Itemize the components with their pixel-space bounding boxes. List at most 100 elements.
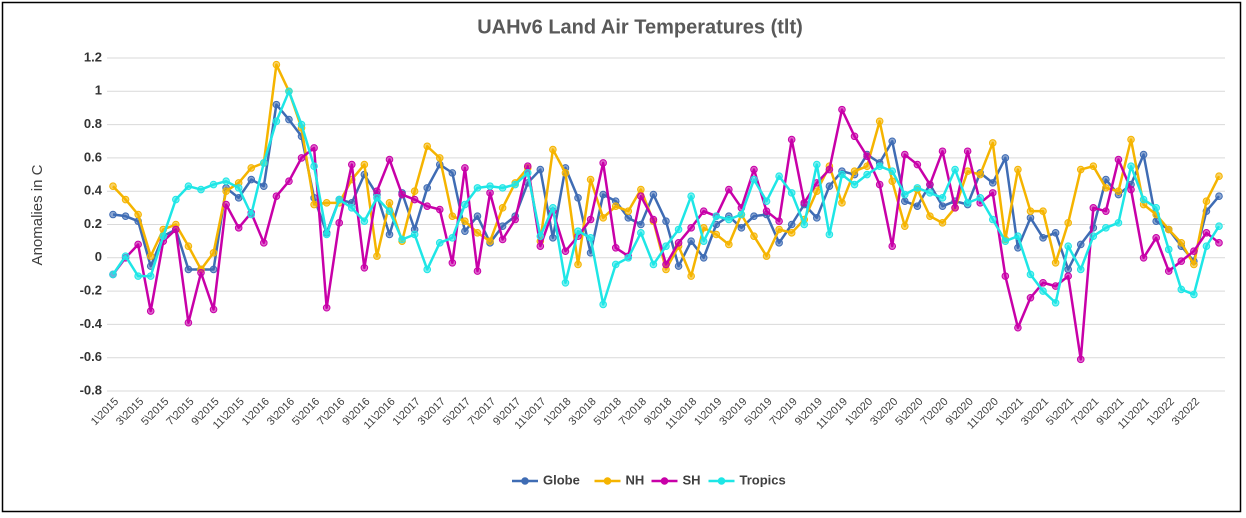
data-point [1177,285,1186,294]
data-point [247,164,256,172]
data-point [335,219,344,227]
data-point [1076,265,1085,274]
data-point [272,100,281,109]
data-point [473,229,482,237]
data-point [121,195,130,204]
data-point [121,252,130,260]
data-point [423,202,432,210]
data-point [322,199,331,207]
data-point [662,217,670,225]
data-point [687,192,695,200]
data-point [234,224,243,232]
data-point [687,272,695,280]
data-point [775,239,783,247]
data-point [926,189,934,197]
data-point [637,192,645,200]
y-tick-label: 1 [95,83,102,98]
data-point [687,237,695,245]
data-point [285,115,293,124]
data-point [624,207,633,215]
legend-label: NH [626,472,645,487]
data-point [1014,323,1022,332]
data-point [423,265,432,274]
data-point [536,242,545,250]
data-point [1190,290,1198,299]
data-point [410,187,419,195]
data-point [297,120,306,129]
data-point [637,220,645,229]
data-point [385,199,394,207]
data-point [209,265,218,274]
data-point [1076,355,1085,364]
data-point [1164,267,1173,275]
data-point [373,252,381,260]
data-point [888,242,897,250]
data-point [1001,154,1010,162]
data-point [109,182,117,191]
data-point [838,105,846,114]
data-point [146,252,155,260]
data-point [1051,298,1060,307]
data-point [523,162,532,171]
data-point [448,234,457,242]
data-point [385,155,394,164]
data-point [1064,272,1072,280]
data-point [209,180,218,189]
data-point [498,184,507,192]
data-point [549,234,557,242]
data-point [1039,234,1047,242]
data-point [146,307,155,315]
data-point [360,217,369,225]
data-point [662,260,670,269]
data-point [825,182,834,191]
data-point [322,230,331,239]
data-point [712,230,721,239]
data-point [825,165,834,174]
data-point [486,182,494,191]
data-point [1114,219,1123,227]
data-point [448,212,457,220]
data-point [272,192,281,200]
data-point [1051,229,1060,237]
data-point [511,180,519,189]
data-point [813,214,821,222]
data-point [247,210,256,219]
data-point [410,230,419,239]
data-point [699,207,708,215]
data-point [410,195,419,204]
data-point [938,202,947,210]
data-point [586,175,595,184]
data-point [1001,237,1010,245]
data-point [322,303,331,312]
data-point [875,117,884,126]
data-point [561,278,570,287]
data-point [1177,257,1186,265]
data-point [134,210,142,219]
data-point [184,182,193,191]
data-point [775,225,783,234]
data-point [951,204,959,212]
data-point [624,214,633,222]
data-point [611,244,620,252]
data-point [247,175,256,184]
data-point [222,177,230,186]
y-tick-label: 0.2 [84,216,102,231]
data-point [687,224,695,232]
data-point [109,270,117,279]
y-tick-label: 0.6 [84,149,102,164]
data-point [1026,270,1035,279]
data-point [599,214,607,222]
data-point [938,147,947,156]
data-point [850,132,859,141]
y-tick-label: 0.8 [84,116,102,131]
data-point [172,195,180,204]
data-point [926,180,934,189]
data-point [461,217,469,225]
data-point [611,202,620,210]
data-point [787,220,796,229]
data-point [1139,253,1148,262]
data-point [561,247,570,255]
data-point [486,237,494,245]
data-point [448,169,457,177]
data-point [762,197,771,205]
